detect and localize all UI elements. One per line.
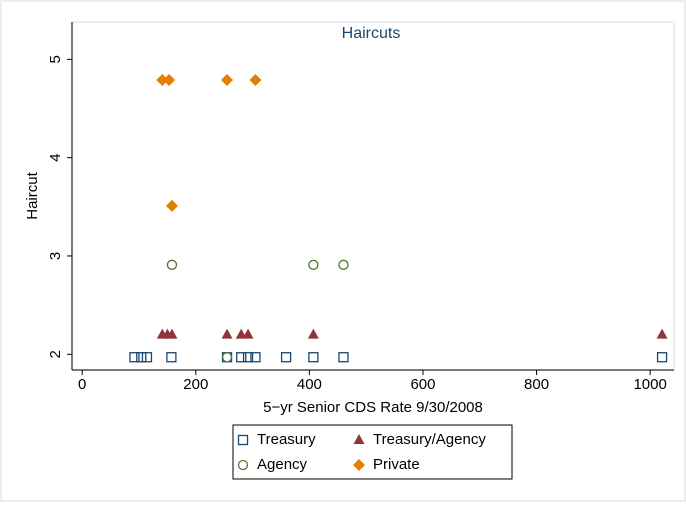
marker	[353, 434, 365, 444]
y-tick-label: 4	[47, 153, 64, 161]
marker	[221, 352, 233, 363]
marker	[221, 328, 233, 339]
marker	[129, 352, 140, 363]
marker	[141, 352, 153, 363]
y-tick-label: 3	[47, 252, 64, 260]
x-tick-label: 200	[183, 376, 208, 393]
marker	[242, 352, 254, 363]
marker	[250, 352, 261, 363]
marker	[308, 352, 319, 363]
chart-title: Haircuts	[342, 25, 401, 42]
marker	[242, 328, 254, 339]
marker	[656, 328, 668, 339]
marker	[280, 352, 292, 363]
legend-label: Treasury/Agency	[373, 431, 486, 448]
marker	[166, 259, 178, 270]
legend-label: Private	[373, 456, 420, 473]
x-tick-label: 600	[410, 376, 435, 393]
marker	[656, 352, 668, 363]
marker	[221, 74, 234, 86]
x-tick-label: 800	[524, 376, 549, 393]
marker	[136, 352, 147, 363]
x-axis-label: 5−yr Senior CDS Rate 9/30/2008	[263, 399, 483, 416]
legend-box	[232, 424, 513, 480]
marker	[163, 74, 176, 86]
marker	[156, 74, 169, 86]
y-axis-label: Haircut	[24, 171, 41, 219]
marker	[166, 352, 177, 363]
x-tick-label: 0	[78, 376, 86, 393]
legend-label: Agency	[257, 456, 308, 473]
x-tick-label: 400	[297, 376, 322, 393]
marker	[166, 328, 178, 339]
marker	[353, 459, 365, 471]
marker	[308, 259, 319, 270]
x-tick-label: 1000	[633, 376, 666, 393]
marker	[338, 352, 349, 363]
marker	[236, 352, 247, 363]
y-tick-label: 5	[47, 55, 64, 63]
marker	[165, 199, 178, 212]
marker	[338, 259, 349, 270]
legend-label: Treasury	[257, 431, 316, 448]
y-tick-label: 2	[47, 350, 64, 358]
marker	[307, 328, 319, 339]
marker	[237, 434, 249, 446]
marker	[249, 74, 262, 86]
marker	[237, 459, 249, 471]
